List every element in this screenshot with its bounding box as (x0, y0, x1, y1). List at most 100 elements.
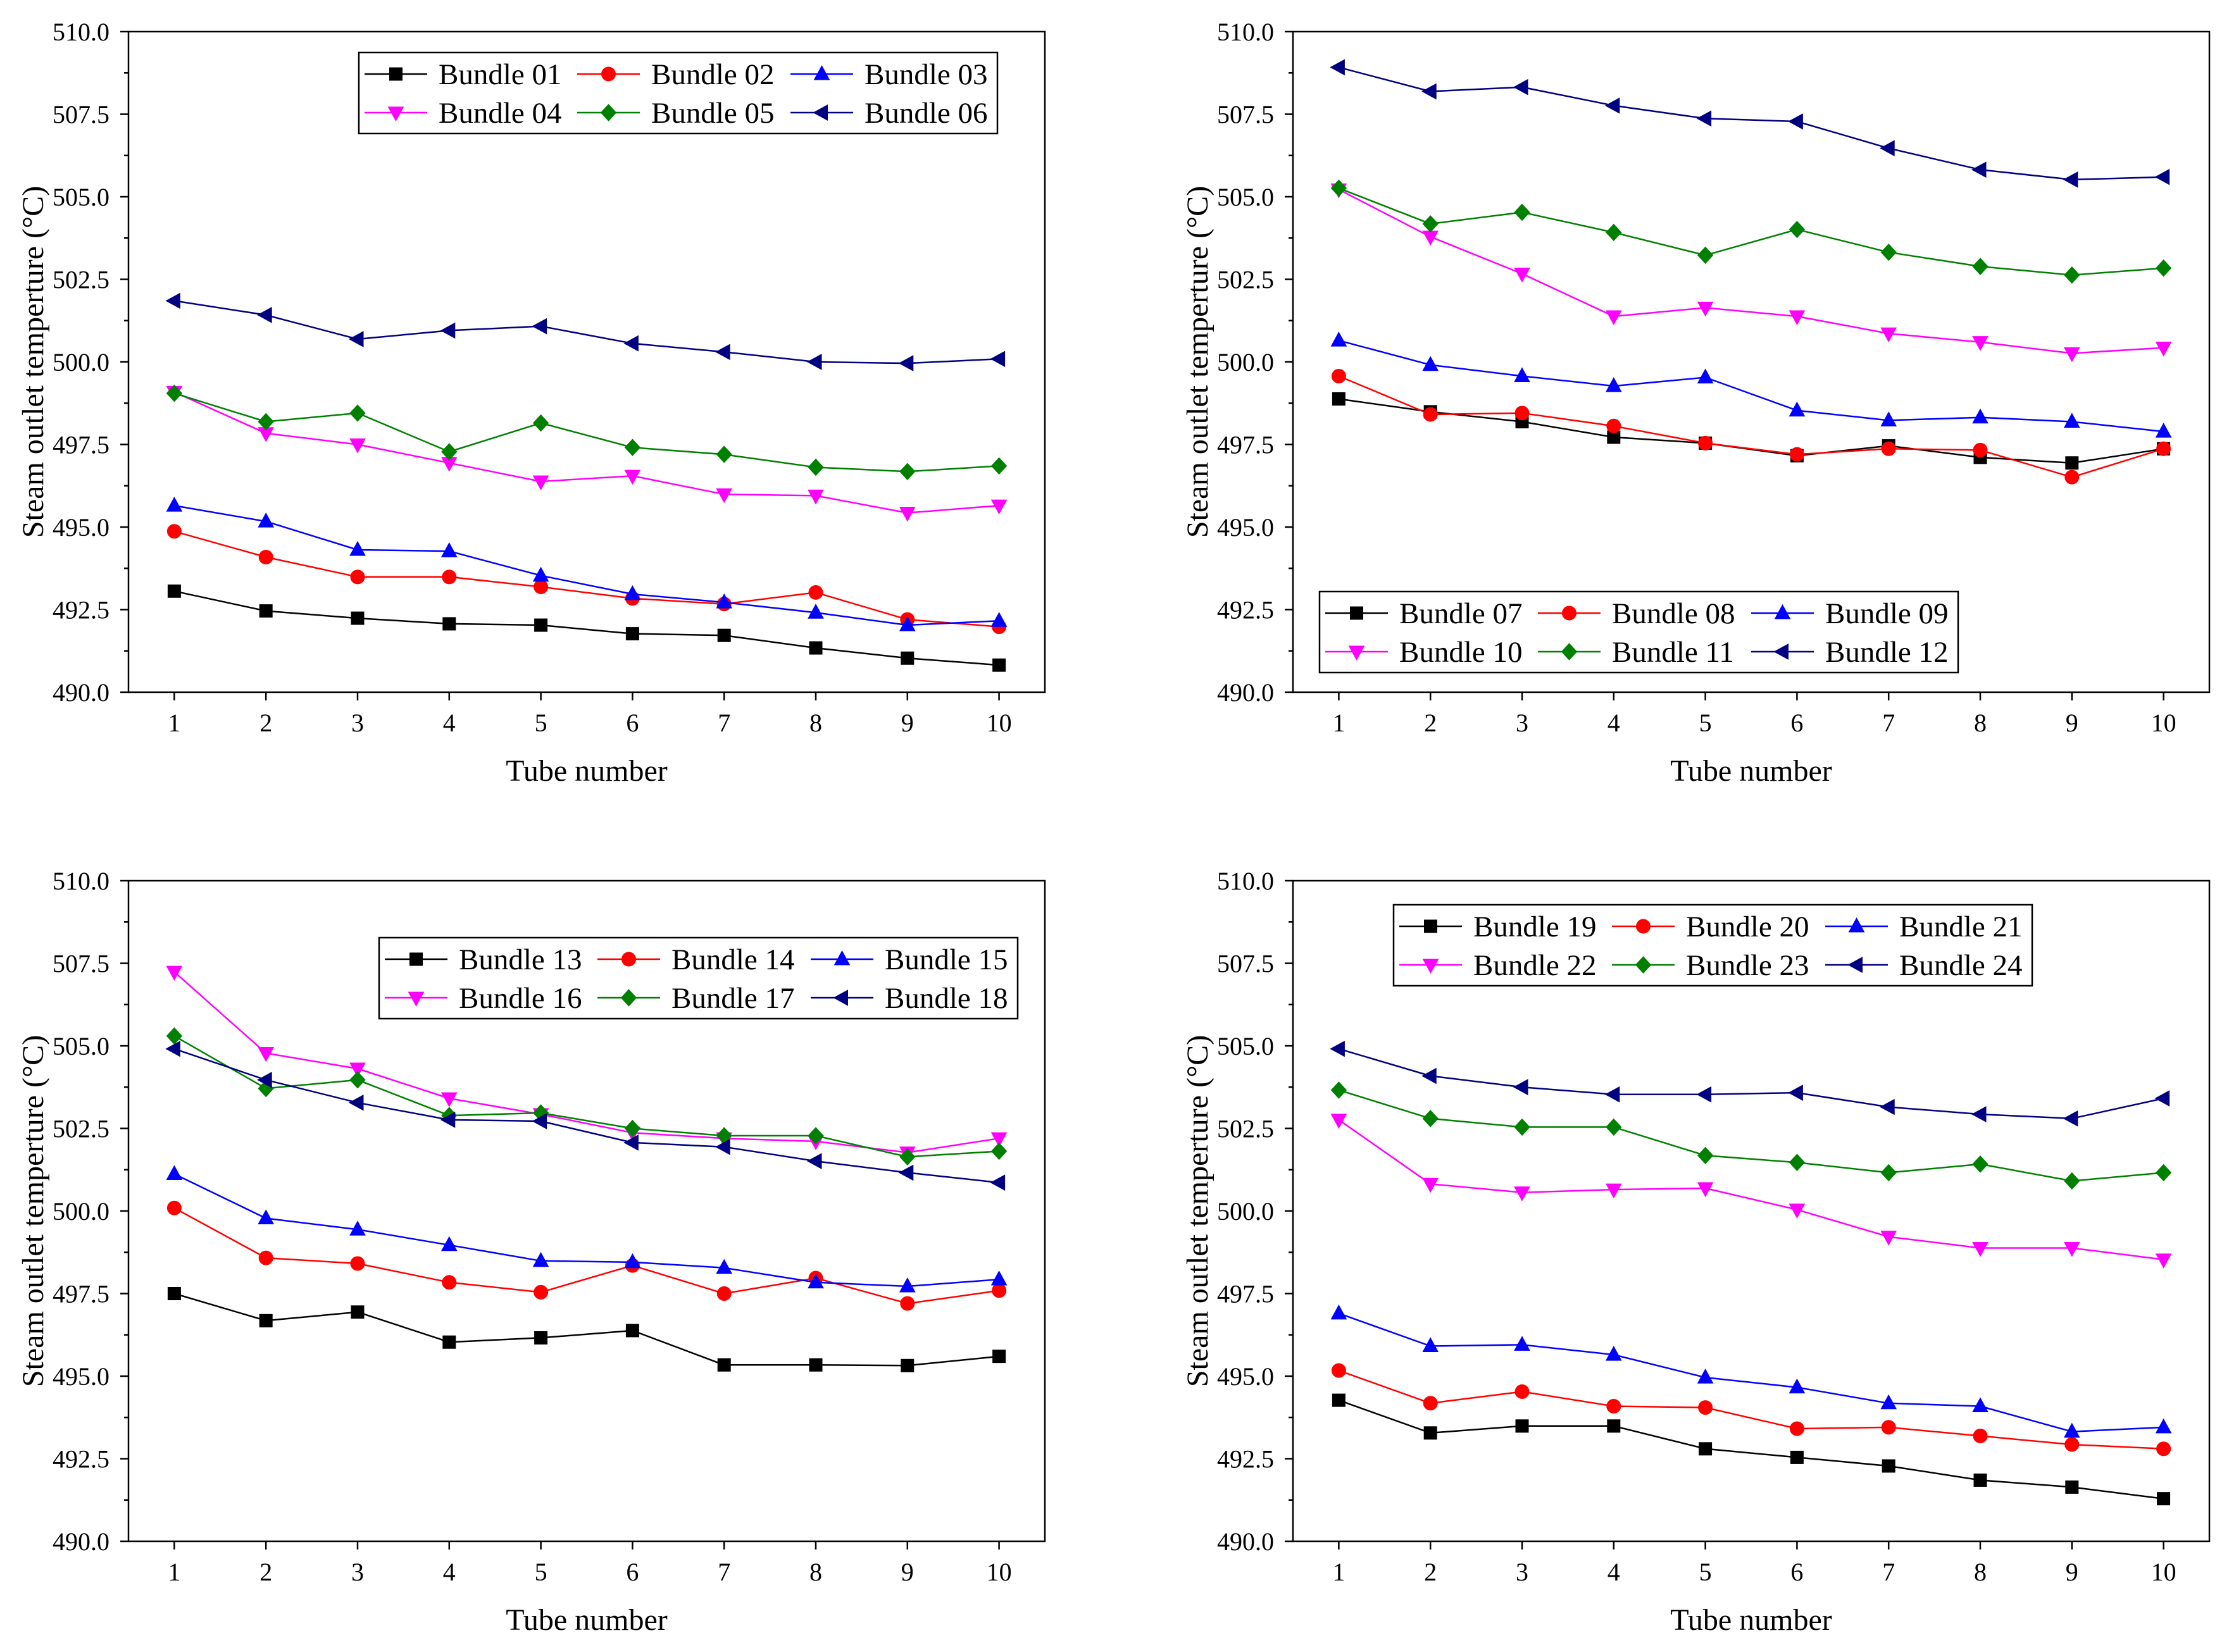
data-point-bundle-12-tube-4 (1604, 97, 1620, 114)
x-tick-label: 1 (1332, 1558, 1345, 1586)
data-point-bundle-18-tube-9 (898, 1164, 914, 1181)
legend-marker (1348, 645, 1365, 661)
data-point-bundle-17-tube-3 (349, 1071, 366, 1089)
data-point-bundle-23-tube-2 (1422, 1110, 1439, 1127)
x-axis: 1 2 3 4 5 6 7 8 9 10 (1332, 1541, 2176, 1586)
data-point-bundle-04-tube-7 (716, 488, 733, 504)
data-point-bundle-10-tube-9 (2063, 347, 2080, 363)
series-bundle-15 (166, 1165, 1008, 1293)
data-point-bundle-22-tube-6 (1789, 1203, 1806, 1219)
legend-entry-bundle-08: Bundle 08 (1538, 597, 1735, 630)
data-point-bundle-04-tube-3 (349, 438, 366, 454)
data-point-bundle-23-tube-9 (2064, 1172, 2080, 1190)
data-point-bundle-04-tube-8 (808, 489, 824, 505)
x-tick-label: 8 (809, 709, 822, 737)
data-point-bundle-17-tube-10 (990, 1142, 1008, 1160)
series-line-bundle-17 (173, 1035, 999, 1158)
data-point-bundle-10-tube-6 (1789, 310, 1806, 326)
data-point-bundle-02-tube-2 (258, 550, 273, 565)
x-tick-label: 5 (1699, 709, 1712, 737)
data-point-bundle-09-tube-9 (2063, 413, 2080, 428)
legend-box (1318, 590, 1959, 674)
series-line-bundle-24 (1339, 1048, 2164, 1120)
data-point-bundle-06-tube-9 (898, 355, 914, 371)
data-point-bundle-10-tube-8 (1972, 336, 1989, 351)
legend-marker (1561, 643, 1578, 661)
series-bundle-22 (1330, 1114, 2172, 1269)
x-tick-label: 3 (1516, 709, 1528, 737)
data-point-bundle-24-tube-10 (2154, 1090, 2170, 1107)
data-point-bundle-01-tube-7 (717, 628, 731, 642)
chart-panel-1: 490.0 492.5 495.0 497.5 500.0 502.5 505.0 507.5… (16, 18, 1046, 788)
data-point-bundle-08-tube-2 (1423, 407, 1438, 422)
data-point-bundle-08-tube-4 (1606, 418, 1621, 433)
data-point-bundle-01-tube-3 (351, 611, 365, 625)
legend-label: Bundle 22 (1473, 949, 1597, 982)
chart-panel-3: 490.0 492.5 495.0 497.5 500.0 502.5 505.0 507.5… (16, 867, 1046, 1637)
legend-entry-bundle-24: Bundle 24 (1825, 949, 2023, 982)
data-point-bundle-18-tube-7 (715, 1138, 730, 1155)
data-point-bundle-05-tube-3 (349, 404, 366, 422)
legend-marker (387, 106, 404, 122)
legend-marker (813, 65, 830, 80)
data-point-bundle-11-tube-4 (1606, 223, 1622, 242)
data-point-bundle-14-tube-4 (442, 1275, 457, 1290)
y-tick-label: 510.0 (1217, 867, 1274, 895)
data-point-bundle-08-tube-5 (1698, 435, 1713, 450)
data-point-bundle-23-tube-3 (1514, 1118, 1530, 1136)
data-point-bundle-08-tube-10 (2156, 441, 2171, 456)
y-tick-label: 492.5 (53, 596, 109, 624)
series-line-bundle-04 (173, 391, 999, 514)
legend-entry-bundle-16: Bundle 16 (385, 982, 582, 1015)
y-tick-label: 500.0 (1217, 348, 1274, 376)
data-point-bundle-17-tube-9 (899, 1148, 916, 1166)
chart-panel-2: 490.0 492.5 495.0 497.5 500.0 502.5 505.0 507.5… (1181, 18, 2211, 788)
x-tick-label: 6 (626, 709, 639, 737)
x-tick-label: 1 (168, 1558, 180, 1586)
legend-entry-bundle-09: Bundle 09 (1751, 597, 1949, 630)
data-point-bundle-06-tube-6 (623, 335, 639, 352)
data-point-bundle-05-tube-7 (716, 445, 732, 463)
y-tick-label: 495.0 (1217, 513, 1274, 542)
legend-entry-bundle-13: Bundle 13 (385, 943, 582, 976)
x-axis: 1 2 3 4 5 6 7 8 9 10 (1332, 692, 2176, 737)
x-tick-label: 8 (1974, 1558, 1987, 1586)
data-point-bundle-05-tube-5 (532, 414, 549, 432)
legend-marker (620, 989, 637, 1007)
data-point-bundle-09-tube-8 (1972, 408, 1989, 424)
legend-marker (1350, 606, 1363, 620)
legend-marker (1774, 604, 1791, 619)
data-point-bundle-12-tube-3 (1513, 78, 1528, 96)
data-point-bundle-11-tube-8 (1972, 258, 1989, 275)
data-point-bundle-13-tube-10 (992, 1350, 1006, 1363)
data-point-bundle-18-tube-1 (165, 1040, 180, 1057)
legend-marker (600, 104, 617, 121)
data-point-bundle-18-tube-3 (348, 1094, 364, 1111)
legend-label: Bundle 21 (1899, 910, 2023, 943)
y-tick-label: 510.0 (53, 867, 109, 895)
data-point-bundle-12-tube-6 (1788, 113, 1803, 130)
plot-frame (127, 879, 1046, 1543)
x-tick-label: 9 (2066, 1558, 2078, 1586)
data-point-bundle-19-tube-7 (1882, 1459, 1895, 1473)
data-point-bundle-15-tube-8 (808, 1273, 824, 1289)
data-point-bundle-13-tube-9 (901, 1358, 915, 1372)
plot-frame (127, 30, 1046, 693)
data-point-bundle-11-tube-6 (1789, 220, 1806, 239)
data-point-bundle-15-tube-3 (349, 1220, 366, 1236)
data-point-bundle-03-tube-5 (532, 566, 549, 582)
data-point-bundle-13-tube-2 (259, 1314, 273, 1327)
data-point-bundle-13-tube-3 (351, 1305, 365, 1319)
legend-marker (1562, 606, 1577, 621)
x-tick-label: 1 (1332, 709, 1345, 737)
data-point-bundle-09-tube-10 (2155, 423, 2172, 438)
data-point-bundle-06-tube-2 (257, 307, 272, 323)
data-point-bundle-18-tube-8 (806, 1153, 822, 1170)
x-tick-label: 9 (2066, 709, 2078, 737)
series-bundle-24 (1330, 1040, 2170, 1127)
data-point-bundle-18-tube-5 (532, 1113, 547, 1129)
y-tick-label: 507.5 (1217, 950, 1274, 978)
data-point-bundle-05-tube-4 (441, 443, 458, 461)
data-point-bundle-06-tube-8 (806, 354, 822, 370)
